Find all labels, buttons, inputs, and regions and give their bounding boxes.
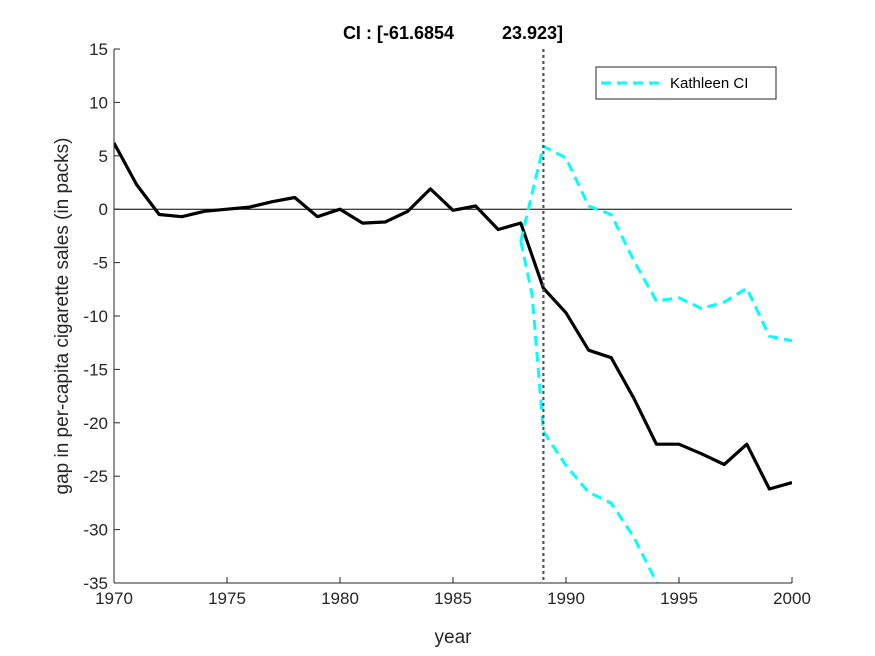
series-line-kathleen-ci xyxy=(519,144,792,343)
x-tick-label: 1985 xyxy=(434,589,472,608)
legend: Kathleen CI xyxy=(595,66,777,100)
series-line-gap xyxy=(114,142,792,491)
x-tick-label: 2000 xyxy=(773,589,811,608)
y-tick-label: -25 xyxy=(83,467,108,486)
y-axis-label: gap in per-capita cigarette sales (in pa… xyxy=(52,138,73,495)
y-tick-label: 10 xyxy=(89,93,108,112)
y-tick-label: -10 xyxy=(83,307,108,326)
y-tick-label: -15 xyxy=(83,360,108,379)
y-tick-label: -20 xyxy=(83,414,108,433)
series-line-kathleen-ci-lower xyxy=(519,240,659,583)
title-prefix: CI : [ xyxy=(343,23,383,43)
y-tick-label: 5 xyxy=(99,147,108,166)
legend-label-kathleen-ci: Kathleen CI xyxy=(670,75,748,92)
chart-title: CI : [-61.6854 23.923] xyxy=(343,23,563,43)
y-tick-label: 15 xyxy=(89,40,108,59)
x-tick-label: 1980 xyxy=(321,589,359,608)
title-ci-high: 23.923] xyxy=(502,23,563,43)
title-ci-low: -61.6854 xyxy=(383,23,454,43)
plot-background xyxy=(114,49,792,583)
x-tick-label: 1975 xyxy=(208,589,246,608)
x-axis-label: year xyxy=(435,627,473,648)
x-tick-label: 1990 xyxy=(547,589,585,608)
y-tick-label: -30 xyxy=(83,521,108,540)
y-tick-label: -35 xyxy=(83,574,108,593)
x-tick-label: 1995 xyxy=(660,589,698,608)
y-tick-label: 0 xyxy=(99,200,108,219)
y-tick-label: -5 xyxy=(93,254,108,273)
x-tick-label: 1970 xyxy=(95,589,133,608)
